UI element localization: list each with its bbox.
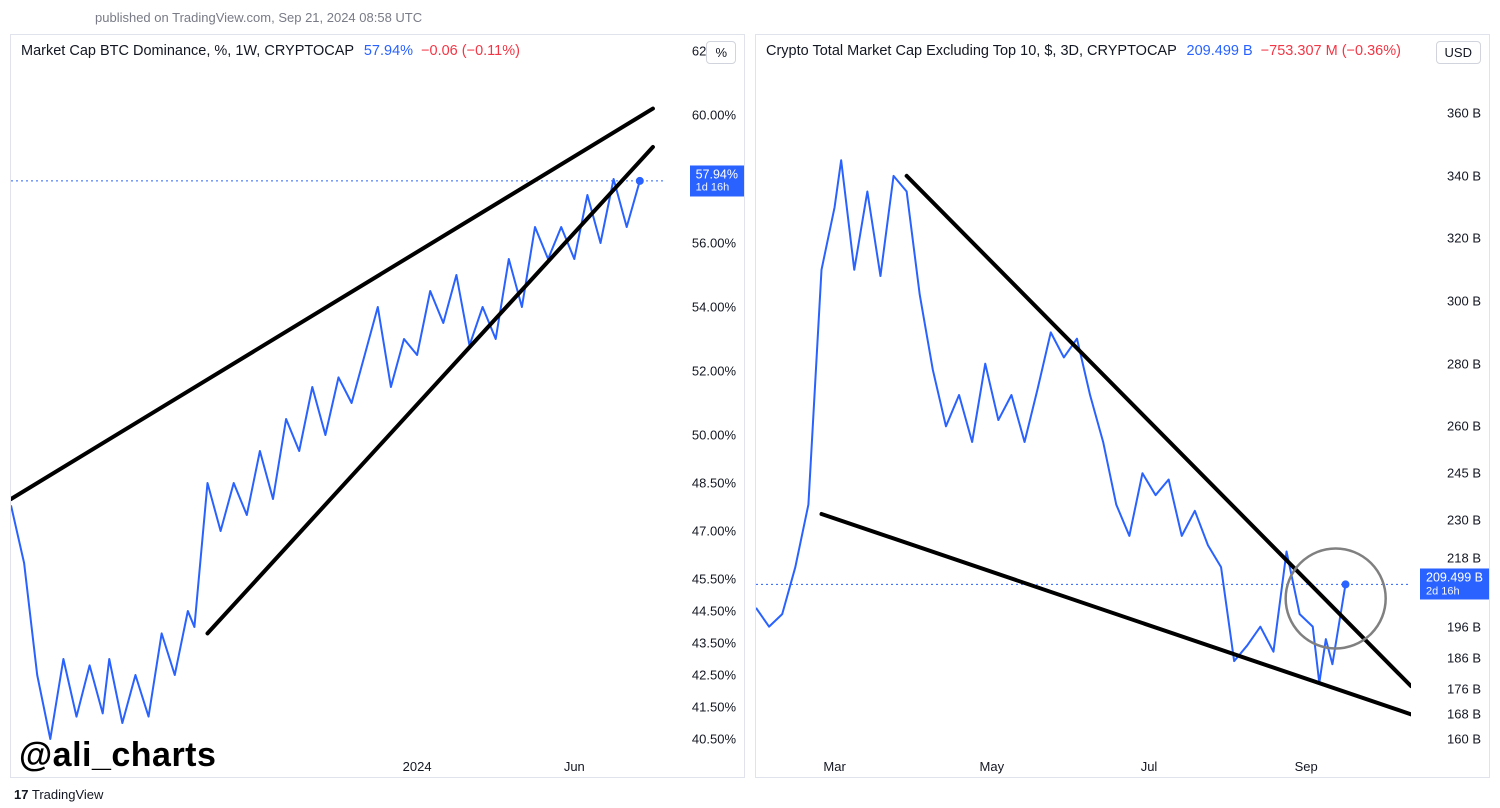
right-price-tag: 209.499 B 2d 16h (1420, 569, 1489, 600)
left-change: −0.06 (−0.11%) (421, 43, 520, 59)
left-panel: Market Cap BTC Dominance, %, 1W, CRYPTOC… (10, 34, 745, 778)
tradingview-logo-icon: 17 (14, 787, 28, 802)
y-tick: 196 B (1447, 619, 1481, 634)
left-value: 57.94% (364, 43, 413, 59)
y-tick: 45.50% (692, 572, 736, 587)
y-tick: 60.00% (692, 108, 736, 123)
footer-brand: 17 TradingView (14, 787, 103, 802)
left-header: Market Cap BTC Dominance, %, 1W, CRYPTOC… (21, 43, 520, 59)
y-tick: 230 B (1447, 513, 1481, 528)
right-tag-countdown: 2d 16h (1426, 585, 1483, 598)
left-unit-badge[interactable]: % (706, 41, 736, 64)
right-value: 209.499 B (1187, 43, 1253, 59)
y-tick: 320 B (1447, 231, 1481, 246)
published-text: published on TradingView.com, Sep 21, 20… (95, 10, 422, 25)
y-tick: 41.50% (692, 700, 736, 715)
right-change: −753.307 M (−0.36%) (1261, 43, 1401, 59)
y-tick: 47.00% (692, 524, 736, 539)
x-tick: Jul (1141, 759, 1158, 774)
x-tick: Sep (1295, 759, 1318, 774)
y-tick: 186 B (1447, 650, 1481, 665)
y-tick: 176 B (1447, 682, 1481, 697)
y-tick: 168 B (1447, 707, 1481, 722)
x-tick: 2024 (403, 759, 432, 774)
left-chart-area[interactable]: 62.00%60.00%57.94%56.00%54.00%52.00%50.0… (11, 35, 744, 777)
x-tick: Mar (823, 759, 845, 774)
y-tick: 160 B (1447, 732, 1481, 747)
right-y-axis: 380 B360 B340 B320 B300 B280 B260 B245 B… (1411, 35, 1489, 755)
right-title: Crypto Total Market Cap Excluding Top 10… (766, 43, 1177, 59)
y-tick: 218 B (1447, 550, 1481, 565)
x-tick: May (980, 759, 1005, 774)
left-tag-value: 57.94% (696, 167, 738, 181)
x-tick: Jun (564, 759, 585, 774)
left-plot[interactable] (11, 35, 666, 755)
left-tag-countdown: 1d 16h (696, 182, 738, 195)
y-tick: 40.50% (692, 732, 736, 747)
watermark: @ali_charts (19, 736, 216, 775)
footer-brand-text: TradingView (32, 787, 104, 802)
y-tick: 300 B (1447, 294, 1481, 309)
charts-container: Market Cap BTC Dominance, %, 1W, CRYPTOC… (10, 34, 1490, 778)
right-unit-badge[interactable]: USD (1436, 41, 1481, 64)
right-chart-area[interactable]: 380 B360 B340 B320 B300 B280 B260 B245 B… (756, 35, 1489, 777)
y-tick: 280 B (1447, 356, 1481, 371)
y-tick: 50.00% (692, 428, 736, 443)
left-title: Market Cap BTC Dominance, %, 1W, CRYPTOC… (21, 43, 354, 59)
y-tick: 340 B (1447, 168, 1481, 183)
y-tick: 245 B (1447, 466, 1481, 481)
left-y-axis: 62.00%60.00%57.94%56.00%54.00%52.00%50.0… (666, 35, 744, 755)
right-plot[interactable] (756, 35, 1411, 755)
right-tag-value: 209.499 B (1426, 571, 1483, 585)
right-panel: Crypto Total Market Cap Excluding Top 10… (755, 34, 1490, 778)
y-tick: 54.00% (692, 300, 736, 315)
y-tick: 260 B (1447, 419, 1481, 434)
y-tick: 52.00% (692, 364, 736, 379)
right-header: Crypto Total Market Cap Excluding Top 10… (766, 43, 1401, 59)
y-tick: 48.50% (692, 476, 736, 491)
y-tick: 44.50% (692, 604, 736, 619)
y-tick: 56.00% (692, 236, 736, 251)
y-tick: 42.50% (692, 668, 736, 683)
y-tick: 360 B (1447, 106, 1481, 121)
y-tick: 43.50% (692, 636, 736, 651)
left-price-tag: 57.94% 1d 16h (690, 165, 744, 196)
right-x-axis: Mar May Jul Sep (756, 755, 1411, 777)
